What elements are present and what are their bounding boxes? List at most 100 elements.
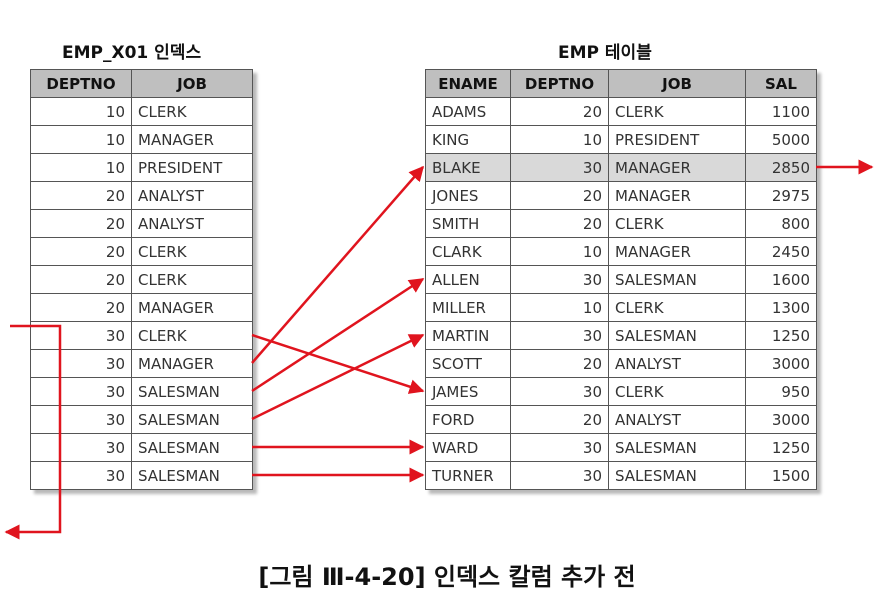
emp-header-deptno: DEPTNO [510,69,609,98]
emp-ename-cell: BLAKE [425,153,511,182]
index-job-cell: CLERK [131,97,253,126]
emp-deptno-cell: 20 [510,209,609,238]
index-deptno-cell: 10 [30,97,132,126]
emp-job-cell: SALESMAN [608,265,746,294]
index-row: 30 SALESMAN [30,461,253,490]
emp-ename-cell: JAMES [425,377,511,406]
rowid-arrow [251,333,425,394]
emp-deptno-cell: 20 [510,349,609,378]
index-deptno-cell: 20 [30,181,132,210]
emp-sal-cell: 2975 [745,181,817,210]
index-table: DEPTNO JOB 10 CLERK 10 MANAGER 10 PRESIDENT 20… [30,69,253,490]
emp-ename-cell: CLARK [425,237,511,266]
emp-row: BLAKE 30 MANAGER 2850 [425,153,817,182]
emp-sal-cell: 2850 [745,153,817,182]
emp-deptno-cell: 30 [510,153,609,182]
emp-sal-cell: 5000 [745,125,817,154]
emp-deptno-cell: 20 [510,405,609,434]
emp-sal-cell: 1100 [745,97,817,126]
emp-deptno-cell: 30 [510,377,609,406]
emp-deptno-cell: 30 [510,265,609,294]
emp-sal-cell: 1250 [745,321,817,350]
emp-header-row: ENAME DEPTNO JOB SAL [425,69,817,98]
emp-row: MARTIN 30 SALESMAN 1250 [425,321,817,350]
emp-row: CLARK 10 MANAGER 2450 [425,237,817,266]
emp-row: FORD 20 ANALYST 3000 [425,405,817,434]
emp-row: SMITH 20 CLERK 800 [425,209,817,238]
index-row: 30 CLERK [30,321,253,350]
index-deptno-cell: 10 [30,125,132,154]
emp-row: JAMES 30 CLERK 950 [425,377,817,406]
rowid-arrow [251,333,425,421]
index-header-job: JOB [131,69,253,98]
figure-caption: [그림 Ⅲ-4-20] 인덱스 칼럼 추가 전 [258,563,636,591]
emp-sal-cell: 2450 [745,237,817,266]
index-deptno-cell: 30 [30,349,132,378]
emp-header-ename: ENAME [425,69,511,98]
emp-deptno-cell: 30 [510,461,609,490]
emp-ename-cell: MARTIN [425,321,511,350]
index-row: 20 MANAGER [30,293,253,322]
index-header-deptno: DEPTNO [30,69,132,98]
emp-job-cell: ANALYST [608,405,746,434]
index-deptno-cell: 20 [30,293,132,322]
emp-job-cell: MANAGER [608,237,746,266]
index-job-cell: ANALYST [131,209,253,238]
emp-row: ADAMS 20 CLERK 1100 [425,97,817,126]
index-deptno-cell: 30 [30,433,132,462]
emp-job-cell: ANALYST [608,349,746,378]
emp-table-title: EMP 테이블 [558,43,652,63]
index-job-cell: SALESMAN [131,461,253,490]
index-job-cell: SALESMAN [131,405,253,434]
index-row: 30 MANAGER [30,349,253,378]
emp-sal-cell: 1500 [745,461,817,490]
index-job-cell: SALESMAN [131,433,253,462]
emp-sal-cell: 800 [745,209,817,238]
index-row: 10 CLERK [30,97,253,126]
index-row: 30 SALESMAN [30,433,253,462]
emp-ename-cell: WARD [425,433,511,462]
emp-header-sal: SAL [745,69,817,98]
index-row: 20 CLERK [30,237,253,266]
index-table-title: EMP_X01 인덱스 [62,43,202,63]
index-job-cell: MANAGER [131,349,253,378]
index-row: 20 ANALYST [30,181,253,210]
emp-deptno-cell: 20 [510,181,609,210]
emp-row: TURNER 30 SALESMAN 1500 [425,461,817,490]
index-job-cell: SALESMAN [131,377,253,406]
index-row: 20 CLERK [30,265,253,294]
emp-row: ALLEN 30 SALESMAN 1600 [425,265,817,294]
rowid-arrow [251,165,424,364]
emp-deptno-cell: 30 [510,321,609,350]
emp-ename-cell: TURNER [425,461,511,490]
index-deptno-cell: 10 [30,153,132,182]
index-row: 10 PRESIDENT [30,153,253,182]
emp-job-cell: CLERK [608,377,746,406]
scan-range-bracket [4,324,62,540]
emp-job-cell: CLERK [608,293,746,322]
emp-ename-cell: KING [425,125,511,154]
emp-job-cell: SALESMAN [608,433,746,462]
rowid-arrow [251,277,425,393]
emp-ename-cell: SMITH [425,209,511,238]
emp-ename-cell: MILLER [425,293,511,322]
emp-ename-cell: SCOTT [425,349,511,378]
index-job-cell: CLERK [131,321,253,350]
index-deptno-cell: 20 [30,265,132,294]
emp-job-cell: PRESIDENT [608,125,746,154]
emp-row: SCOTT 20 ANALYST 3000 [425,349,817,378]
index-job-cell: MANAGER [131,125,253,154]
index-row: 10 MANAGER [30,125,253,154]
emp-job-cell: SALESMAN [608,461,746,490]
emp-deptno-cell: 20 [510,97,609,126]
emp-ename-cell: JONES [425,181,511,210]
emp-job-cell: MANAGER [608,153,746,182]
emp-sal-cell: 1300 [745,293,817,322]
emp-header-job: JOB [608,69,746,98]
emp-ename-cell: FORD [425,405,511,434]
index-header-row: DEPTNO JOB [30,69,253,98]
index-row: 30 SALESMAN [30,405,253,434]
emp-job-cell: CLERK [608,97,746,126]
emp-table: ENAME DEPTNO JOB SAL ADAMS 20 CLERK 1100 KIN… [425,69,817,490]
